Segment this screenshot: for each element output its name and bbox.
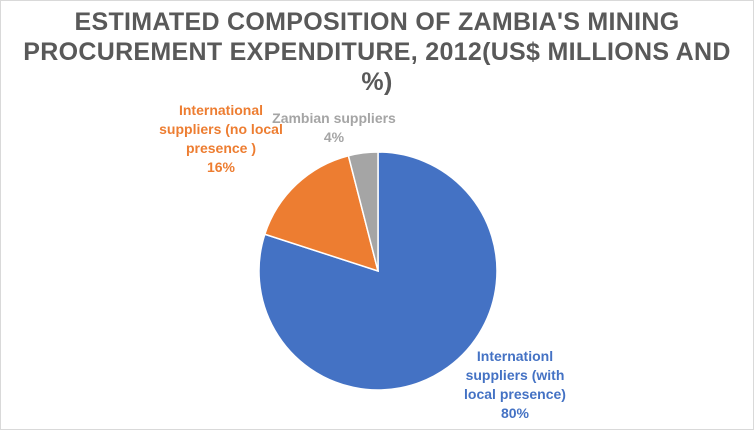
pie-slice-2 [263,154,380,273]
label-intl-local-line-2: suppliers (with [465,367,565,383]
label-intl-local-line-3: local presence) [464,386,566,402]
pie-slice-1 [258,151,498,391]
chart-title: ESTIMATED COMPOSITION OF ZAMBIA'S MINING… [23,8,731,96]
label-intl-nolocal-line-2: suppliers (no local [159,121,283,137]
label-international-with-local: Internationl suppliers (with local prese… [447,347,583,423]
label-intl-local-pct: 80% [500,405,530,421]
label-zambian-pct: 4% [323,129,345,145]
label-intl-nolocal-pct: 16% [206,159,236,175]
label-zambian-suppliers: Zambian suppliers 4% [259,109,409,147]
label-intl-nolocal-line-3: presence ) [185,140,257,156]
label-zambian-name: Zambian suppliers [272,110,396,126]
pie-slice-3 [347,151,379,272]
label-international-no-local: International suppliers (no local presen… [146,101,296,177]
label-intl-nolocal-line-1: International [178,102,263,118]
label-intl-local-line-1: Internationl [476,348,554,364]
